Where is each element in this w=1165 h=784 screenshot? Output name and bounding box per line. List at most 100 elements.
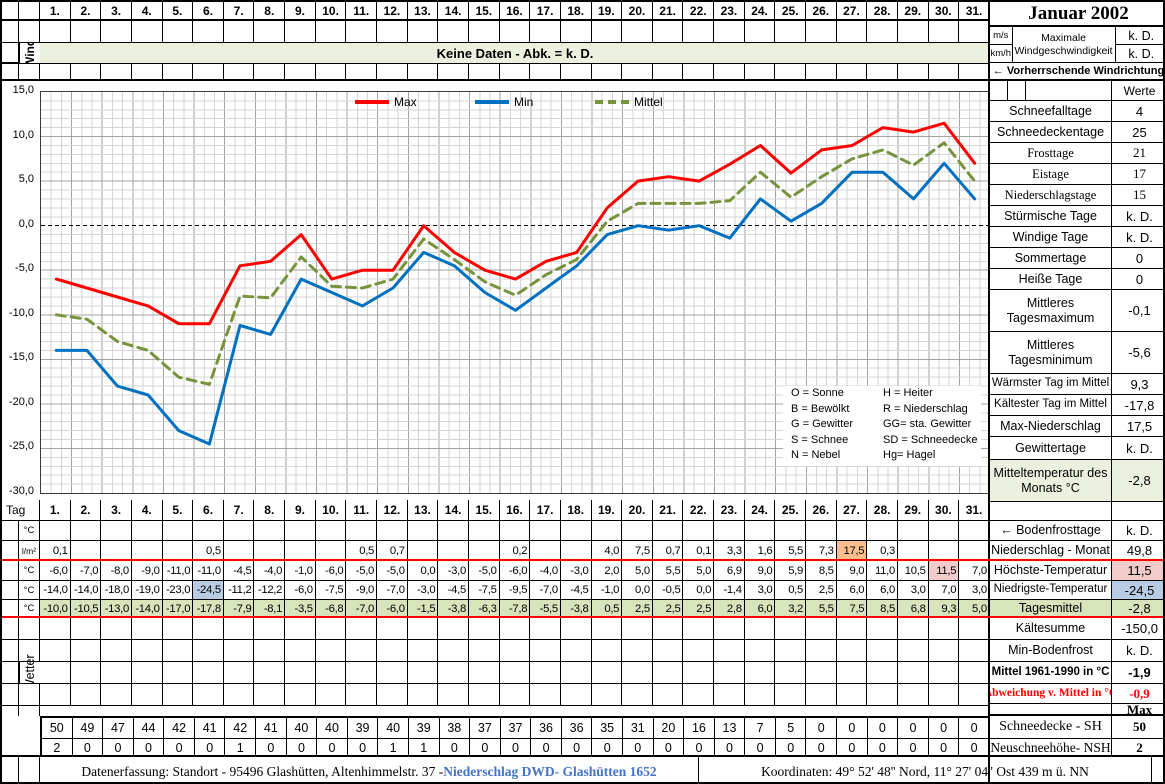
- cell-neuschnee-day22: 0: [684, 739, 715, 757]
- cell-schneedecke-day13: 39: [409, 718, 440, 738]
- cell-tmax-day3: -8,0: [101, 561, 132, 580]
- empty-cell: [929, 21, 960, 42]
- stat-label-mitt_tmin: Mittleres Tagesminimum: [990, 332, 1112, 373]
- empty-cell: [500, 662, 531, 683]
- cell-tmin-day12: -7,0: [377, 581, 408, 599]
- cell-tmax-day19: 2,0: [592, 561, 623, 580]
- cell-neuschnee-day10: 0: [317, 739, 348, 757]
- stat-label-niedrigste: Niedrigste-Temperatur: [990, 581, 1112, 599]
- stat-value-spacer: [1112, 502, 1163, 520]
- wetter-cells-2: [40, 640, 990, 661]
- cell-tmax-day28: 11,0: [867, 561, 898, 580]
- tmittel-unit: °C: [19, 600, 40, 617]
- cell-bodenfrost-day1: [40, 521, 71, 540]
- empty-cell: [285, 21, 316, 42]
- cell-tmittel-day19: 0,5: [591, 600, 623, 617]
- empty-cell: [71, 684, 102, 705]
- stat-value-abweichung: -0,9: [1129, 685, 1150, 701]
- stat-row-niederschlag_monat: Niederschlag - Monat 49,8: [990, 541, 1163, 561]
- stats-list: Schneefalltage 4 Schneedeckentage 25 Frostta…: [990, 101, 1163, 502]
- cell-bodenfrost-day24: [745, 521, 776, 540]
- min-line-swatch: [475, 100, 509, 104]
- stat-row-sommertage: Sommertage 0: [990, 248, 1163, 269]
- cell-tmin-day17: -7,0: [530, 581, 561, 599]
- y-tick-label: -25,0: [8, 440, 34, 453]
- empty-cell: [254, 684, 286, 705]
- max-wind-ms-value: k. D.: [1115, 27, 1163, 45]
- empty-cell: [316, 662, 347, 683]
- cell-neuschnee-day17: 0: [531, 739, 562, 757]
- day-header-cell-23: 23.: [714, 500, 745, 520]
- cell-schneedecke-day11: 39: [348, 718, 379, 738]
- day-header-cell-9: 9.: [285, 500, 316, 520]
- empty-cell: [71, 21, 102, 42]
- empty-cell: [714, 662, 745, 683]
- cell-neuschnee-day16: 0: [501, 739, 532, 757]
- empty-cell: [959, 640, 990, 661]
- empty-cell: [316, 64, 347, 80]
- stat-label-spacer: [990, 502, 1112, 520]
- footer-left-text: Datenerfassung: Standort - 95496 Glashüt…: [81, 763, 444, 779]
- empty-cell: [775, 640, 807, 661]
- empty-cell: [132, 662, 163, 683]
- stat-label-waermster: Wärmster Tag im Mittel: [990, 374, 1112, 394]
- cell-tmittel-day23: 2,8: [714, 600, 745, 617]
- empty-cell: [193, 64, 224, 80]
- cell-schneedecke-day17: 36: [531, 718, 562, 738]
- cell-schneedecke-day9: 40: [287, 718, 318, 738]
- divider-above-footer: [2, 755, 1163, 757]
- wetter-spacer: [19, 640, 40, 661]
- cell-tmin-day14: -4,5: [438, 581, 469, 599]
- empty-cell: [101, 21, 132, 42]
- max-wind-kmh-value: k. D.: [1128, 46, 1155, 61]
- cell-tmittel-day5: -17,0: [162, 600, 194, 617]
- cell-niederschlag-day27: 17,5: [836, 541, 868, 560]
- cell-tmin-day22: 0,0: [683, 581, 715, 599]
- niederschlag-cells: 0,1 0,5 0,5 0,7 0,2 4,0 7,5 0,7 0,1 3,3 1,6 5,5 7,3 1…: [40, 541, 990, 560]
- empty-cell: [224, 64, 255, 80]
- stat-value-schneefalltage: 4: [1135, 103, 1144, 119]
- day-header-cell-29: 29.: [898, 500, 929, 520]
- day-header-cell-20: 20.: [622, 500, 653, 520]
- cell-tmin-day15: -7,5: [469, 581, 500, 599]
- gutter-cell: [2, 43, 19, 63]
- empty-cell: [683, 684, 715, 705]
- empty-cell: [285, 684, 316, 705]
- cell-tmin-day29: 3,0: [898, 581, 929, 599]
- stat-row-schneedeckentage: Schneedeckentage 25: [990, 122, 1163, 143]
- stat-label-kaeltesumme: Kältesumme: [990, 618, 1112, 639]
- empty-cell: [592, 684, 623, 705]
- legend-label-mittel: Mittel: [634, 95, 663, 109]
- cell-schneedecke-day27: 0: [837, 718, 868, 738]
- day-header-cell-29: 29.: [898, 2, 929, 20]
- stat-label-hoechste: Höchste-Temperatur: [990, 561, 1112, 580]
- cell-tmin-day20: 0,0: [622, 581, 653, 599]
- stat-row-minbodenfrost: Min-Bodenfrost k. D.: [990, 640, 1163, 662]
- empty-cell: [530, 662, 561, 683]
- day-header-cell-2: 2.: [71, 2, 102, 20]
- empty-cell: [806, 21, 837, 42]
- cell-neuschnee-day18: 0: [562, 739, 593, 757]
- stat-row-mitteltemp: Mitteltemperatur des Monats °C -2,8: [990, 460, 1163, 502]
- empty-cell: [929, 684, 960, 705]
- empty-cell: [469, 662, 500, 683]
- day-header-cell-9: 9.: [285, 2, 316, 20]
- cell-tmittel-day16: -7,8: [499, 600, 531, 617]
- gutter-cell: [2, 706, 19, 716]
- day-header-cell-12: 12.: [377, 2, 408, 20]
- werte-header-row: Werte: [990, 81, 1163, 101]
- empty-cell: [224, 662, 255, 683]
- cell-schneedecke-day14: 38: [440, 718, 471, 738]
- empty-cell: [898, 640, 929, 661]
- cell-schneedecke-day12: 40: [378, 718, 409, 738]
- max-wind-label: Maximale Windgeschwindigkeit: [1013, 27, 1116, 62]
- empty-cell: [837, 618, 868, 639]
- empty-cell: [959, 662, 990, 683]
- cell-bodenfrost-day29: [898, 521, 929, 540]
- top-day-cells: 1. 2. 3. 4. 5. 6. 7. 8. 9. 10. 11. 12. 13. 14. 15. 16. 1…: [40, 2, 990, 20]
- cell-tmittel-day3: -13,0: [101, 600, 132, 617]
- y-tick-label: 10,0: [12, 128, 34, 141]
- stat-label-schneefalltage: Schneefalltage: [990, 101, 1112, 121]
- cell-neuschnee-day26: 0: [806, 739, 838, 757]
- cell-niederschlag-day24: 1,6: [745, 541, 776, 560]
